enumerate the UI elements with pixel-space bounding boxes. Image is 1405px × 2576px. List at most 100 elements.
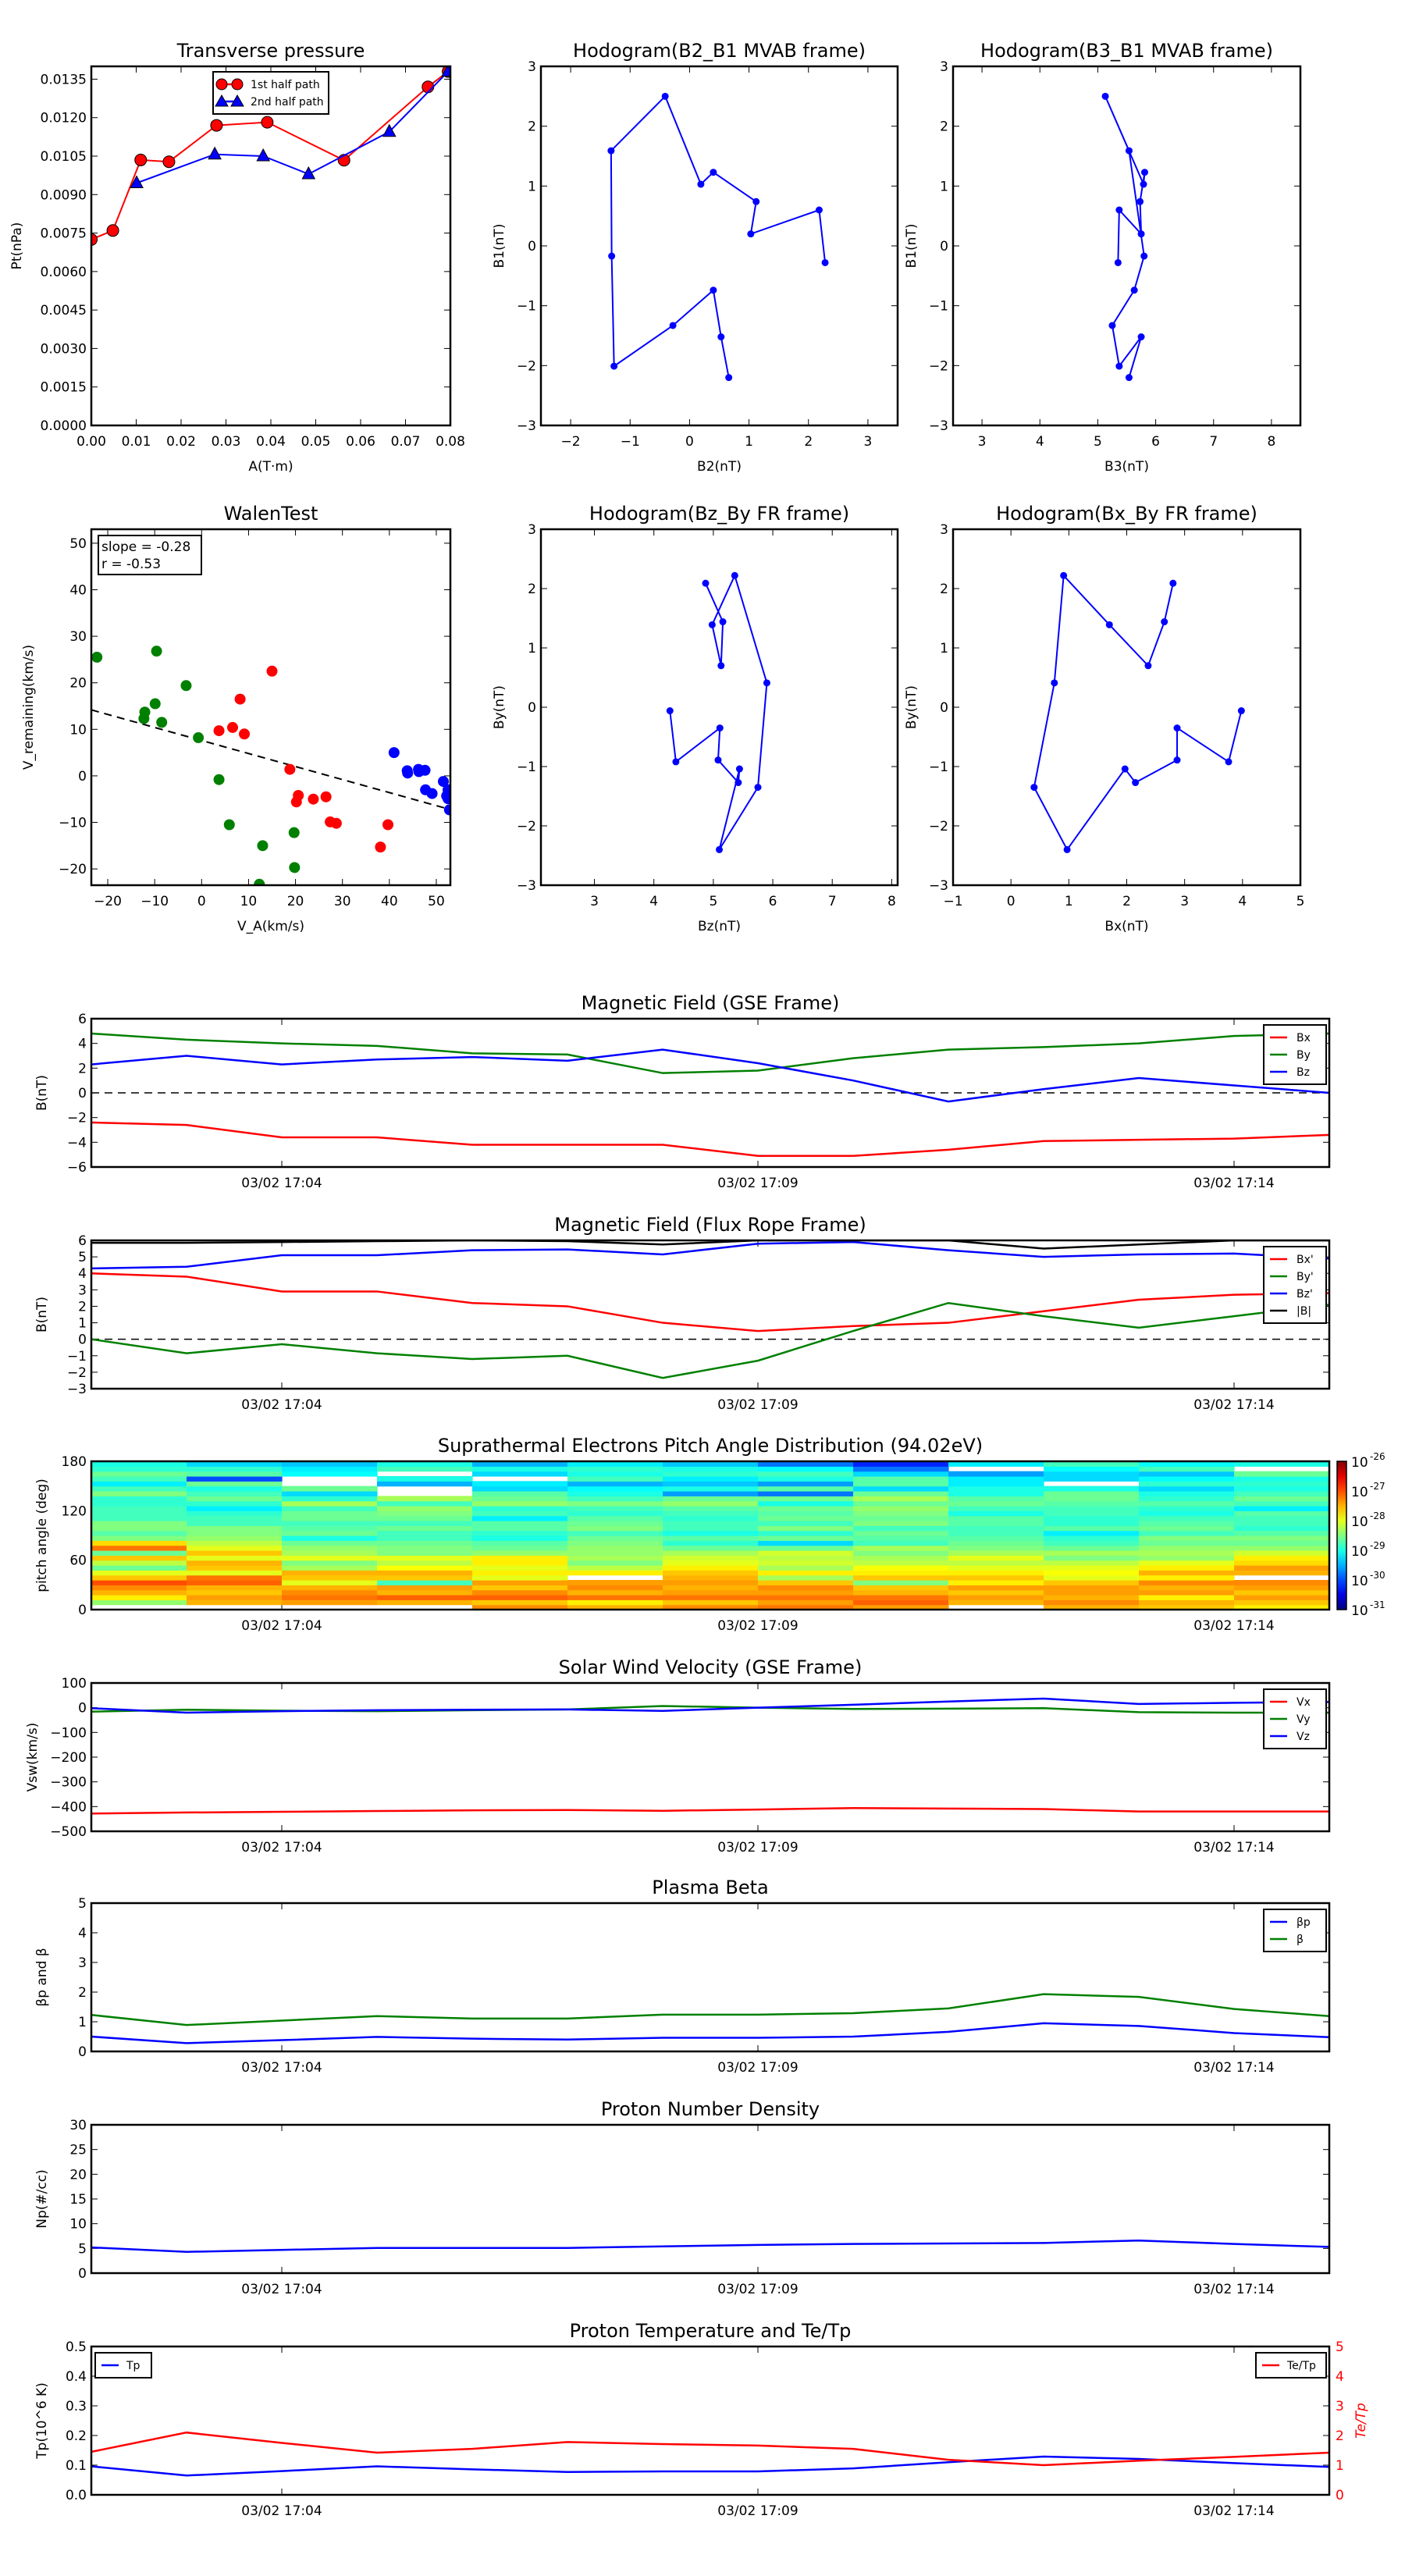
- heatmap-cell: [187, 1540, 283, 1546]
- y-tick-label: −3: [517, 418, 536, 434]
- colorbar-tick-label: 10: [1351, 1485, 1368, 1500]
- data-point: [1114, 258, 1122, 266]
- heatmap-cell: [1044, 1589, 1140, 1596]
- heatmap-cell: [472, 1604, 568, 1610]
- heatmap-cell: [377, 1506, 473, 1511]
- x-tick-label: 7: [1209, 434, 1218, 450]
- plot-frame: [539, 65, 899, 427]
- heatmap-cell: [1234, 1491, 1330, 1496]
- data-point: [763, 679, 770, 687]
- y-tick-label: 15: [69, 2192, 87, 2208]
- series-line-B2_B1: [610, 94, 827, 378]
- y-tick-label: 1: [528, 179, 536, 194]
- heatmap-cell: [948, 1555, 1044, 1561]
- heatmap-cell: [1139, 1500, 1235, 1507]
- y-tick-label: −10: [59, 816, 87, 831]
- y-tick-label: 0: [78, 1603, 87, 1618]
- y-tick-label: 3: [528, 522, 536, 538]
- heatmap-cell: [91, 1510, 187, 1517]
- heatmap-cell: [187, 1555, 283, 1561]
- heatmap-cell: [472, 1496, 568, 1502]
- x-tick-label: 03/02 17:09: [717, 1397, 798, 1413]
- chart-plasma_beta: Plasma Beta 03/02 17:04 03/02 17:09 03/02 1…: [34, 1877, 1331, 2076]
- heatmap-cell: [472, 1599, 568, 1606]
- heatmap-cell: [91, 1585, 187, 1591]
- stats-box: [98, 535, 202, 575]
- heatmap-cell: [282, 1595, 378, 1600]
- plot-frame: [90, 1460, 1331, 1611]
- chart-pad: Suprathermal Electrons Pitch Angle Distr…: [34, 1435, 1385, 1634]
- y-tick-label: 0: [78, 769, 87, 785]
- heatmap-cell: [948, 1476, 1044, 1482]
- y-tick-label: −300: [50, 1775, 87, 1791]
- chart-mag_field_fr: Magnetic Field (Flux Rope Frame) 03/02 17…: [34, 1214, 1331, 1413]
- y-tick-label: 2: [78, 1985, 87, 2001]
- heatmap-cell: [853, 1506, 949, 1511]
- legend-label: Bz': [1297, 1288, 1313, 1300]
- y-axis-label: By(nT): [492, 685, 507, 729]
- y-tick-label: 0.0105: [41, 149, 87, 165]
- heatmap-cell: [663, 1466, 759, 1472]
- data-point: [1130, 286, 1138, 294]
- scatter-point-blue: [388, 747, 400, 759]
- scatter-point-green: [138, 713, 150, 724]
- heatmap-cell: [853, 1580, 949, 1585]
- data-point: [1173, 756, 1181, 764]
- heatmap-cell: [282, 1491, 378, 1496]
- heatmap-cell: [282, 1555, 378, 1561]
- heatmap-cell: [472, 1510, 568, 1517]
- heatmap-cell: [853, 1595, 949, 1600]
- data-point: [1115, 206, 1123, 214]
- heatmap-cell: [377, 1525, 473, 1532]
- x-tick-label: 0.01: [122, 434, 151, 450]
- y-tick-label: 0.0060: [41, 265, 87, 280]
- x-tick-label: 40: [381, 894, 398, 909]
- heatmap-cell: [187, 1585, 283, 1591]
- colorbar-tick-exponent: -30: [1370, 1570, 1385, 1581]
- heatmap-cell: [758, 1585, 854, 1591]
- y-tick-label: 3: [940, 522, 948, 538]
- heatmap-cell: [91, 1485, 187, 1492]
- y-tick-label: 20: [69, 676, 87, 692]
- legend-label: Vx: [1297, 1696, 1311, 1709]
- x-tick-label: −10: [140, 894, 169, 909]
- heatmap-cell: [567, 1595, 663, 1600]
- series-line-By: [91, 1032, 1329, 1074]
- y-tick-label: 1: [78, 1316, 87, 1332]
- heatmap-cell: [377, 1510, 473, 1517]
- x-tick-label: 3: [1180, 894, 1189, 909]
- heatmap-cell: [91, 1525, 187, 1532]
- heatmap-cell: [663, 1496, 759, 1502]
- colorbar-tick-exponent: -27: [1370, 1481, 1385, 1492]
- heatmap-cell: [187, 1580, 283, 1585]
- heatmap-cell: [948, 1471, 1044, 1477]
- heatmap-cell: [377, 1570, 473, 1576]
- heatmap-cell: [663, 1500, 759, 1507]
- heatmap-cell: [282, 1560, 378, 1566]
- heatmap-cell: [472, 1485, 568, 1492]
- y-tick-label: −400: [50, 1799, 87, 1815]
- scatter-point-red: [234, 693, 246, 705]
- heatmap-cell: [758, 1525, 854, 1532]
- y-tick-label: 0.0135: [41, 72, 87, 87]
- y-tick-label: 0.0045: [41, 303, 87, 318]
- heatmap-cell: [472, 1521, 568, 1526]
- data-point: [725, 374, 733, 382]
- chart-title: Transverse pressure: [176, 40, 365, 62]
- heatmap-cell: [1139, 1496, 1235, 1502]
- data-point: [661, 92, 669, 100]
- legend-box: [1263, 1246, 1327, 1324]
- y-tick-label: 0.0000: [41, 418, 87, 434]
- data-point: [1137, 333, 1145, 341]
- y-tick-label: −1: [929, 299, 948, 315]
- data-point: [1144, 662, 1152, 670]
- heatmap-cell: [377, 1595, 473, 1600]
- data-point: [1030, 784, 1038, 792]
- heatmap-cell: [853, 1555, 949, 1561]
- y-tick-label: 4: [78, 1266, 87, 1282]
- heatmap-cell: [1044, 1466, 1140, 1472]
- heatmap-cell: [91, 1595, 187, 1600]
- heatmap-cell: [948, 1589, 1044, 1596]
- heatmap-cell: [567, 1510, 663, 1517]
- y-tick-label: −2: [517, 358, 536, 374]
